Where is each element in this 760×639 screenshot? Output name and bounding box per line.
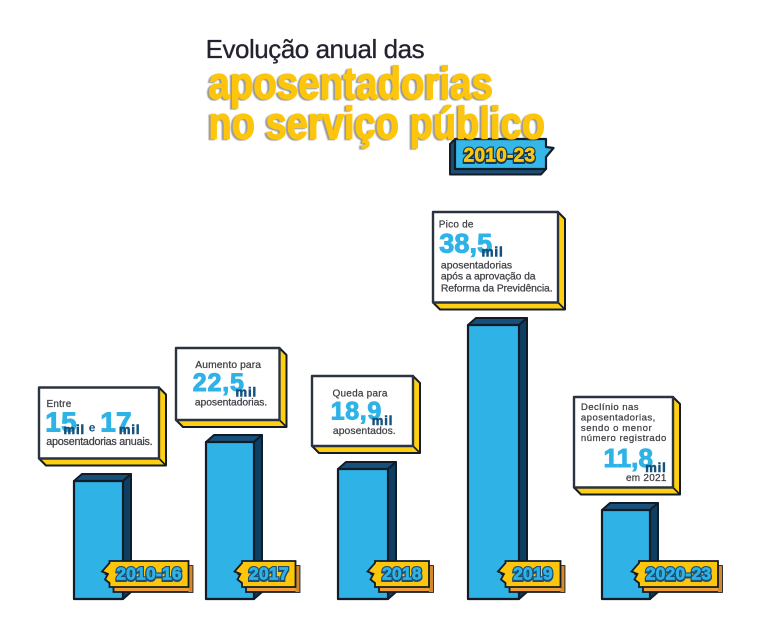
svg-text:número registrado: número registrado — [581, 433, 667, 444]
svg-text:2019: 2019 — [513, 564, 553, 584]
svg-text:mil: mil — [64, 422, 85, 437]
svg-text:11,8: 11,8 — [604, 443, 654, 473]
svg-text:2010-16: 2010-16 — [116, 563, 182, 583]
svg-text:2018: 2018 — [382, 563, 422, 583]
svg-text:aposentadorias anuais.: aposentadorias anuais. — [46, 436, 152, 448]
svg-text:mil: mil — [236, 384, 257, 399]
svg-text:aposentados.: aposentados. — [333, 426, 396, 437]
svg-text:2017: 2017 — [249, 564, 289, 584]
svg-text:aposentadorias,: aposentadorias, — [581, 413, 655, 424]
svg-text:2019: 2019 — [513, 563, 553, 583]
svg-text:18,9: 18,9 — [331, 398, 382, 426]
svg-text:Evolução anual das: Evolução anual das — [206, 34, 425, 64]
svg-text:2020-23: 2020-23 — [646, 564, 712, 584]
svg-text:mil: mil — [372, 413, 393, 428]
svg-text:2020-23: 2020-23 — [646, 563, 712, 583]
svg-text:Reforma da Previdência.: Reforma da Previdência. — [441, 284, 553, 295]
svg-text:2010-23: 2010-23 — [464, 146, 536, 167]
svg-text:no serviço público: no serviço público — [209, 98, 546, 149]
svg-text:Entre: Entre — [47, 399, 72, 410]
svg-text:aposentadorias.: aposentadorias. — [195, 398, 267, 409]
svg-text:2020-23: 2020-23 — [646, 563, 712, 583]
svg-text:mil: mil — [482, 245, 504, 260]
svg-text:2010-23: 2010-23 — [464, 147, 536, 168]
svg-text:17: 17 — [100, 406, 132, 437]
svg-text:Declínio nas: Declínio nas — [581, 402, 639, 413]
svg-text:após a aprovação da: após a aprovação da — [441, 272, 536, 283]
svg-text:Pico de: Pico de — [439, 219, 474, 230]
svg-text:Queda para: Queda para — [333, 389, 388, 400]
svg-text:2010-16: 2010-16 — [116, 563, 182, 583]
svg-text:2018: 2018 — [382, 564, 422, 584]
svg-text:2010-16: 2010-16 — [116, 564, 182, 584]
svg-text:em 2021: em 2021 — [626, 473, 667, 484]
svg-text:Aumento para: Aumento para — [195, 360, 261, 371]
svg-text:38,5: 38,5 — [439, 228, 492, 258]
svg-text:sendo o menor: sendo o menor — [581, 423, 653, 434]
svg-text:aposentadorias: aposentadorias — [209, 57, 494, 108]
svg-text:aposentadorias: aposentadorias — [441, 260, 512, 271]
svg-text:2017: 2017 — [249, 563, 289, 583]
svg-text:mil: mil — [119, 422, 140, 437]
svg-text:mil: mil — [645, 460, 666, 475]
svg-text:e: e — [89, 420, 96, 434]
svg-text:2018: 2018 — [382, 563, 422, 583]
svg-text:22,5: 22,5 — [193, 369, 245, 397]
svg-text:2017: 2017 — [249, 563, 289, 583]
svg-text:2010-23: 2010-23 — [464, 146, 536, 167]
svg-text:2019: 2019 — [513, 563, 553, 583]
svg-text:15: 15 — [45, 406, 77, 437]
